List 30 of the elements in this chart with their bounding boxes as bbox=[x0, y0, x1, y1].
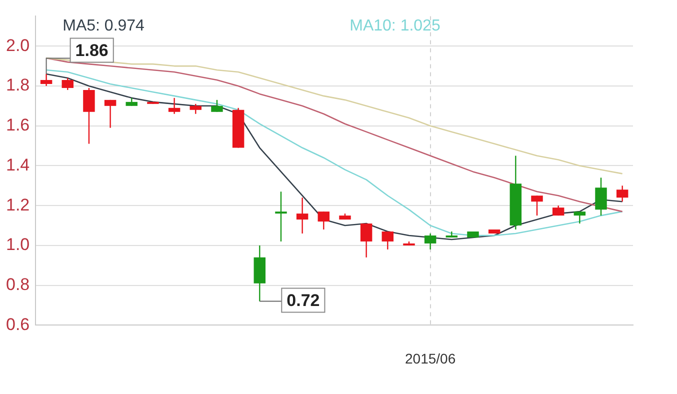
candlestick bbox=[104, 99, 116, 128]
candlestick bbox=[574, 210, 586, 224]
y-tick-label: 1.6 bbox=[6, 116, 30, 135]
candlestick bbox=[616, 185, 628, 202]
candlestick bbox=[318, 210, 330, 230]
y-tick-label: 1.8 bbox=[6, 76, 30, 95]
y-tick-label: 1.2 bbox=[6, 195, 30, 214]
text: MA5: 0.974 bbox=[62, 18, 145, 35]
candlestick bbox=[382, 230, 394, 250]
candlestick bbox=[531, 195, 543, 216]
candlestick bbox=[595, 177, 607, 216]
candlestick bbox=[360, 222, 372, 258]
candlestick bbox=[40, 73, 52, 87]
y-tick-label: 1.4 bbox=[6, 155, 30, 174]
annotation: 0.72 bbox=[286, 290, 320, 310]
annotation: 1.86 bbox=[75, 40, 108, 60]
candlestick bbox=[296, 197, 308, 234]
candlestick bbox=[62, 77, 74, 91]
candlestick bbox=[83, 87, 95, 144]
y-tick-label: 1.0 bbox=[6, 235, 30, 254]
y-tick-label: 0.8 bbox=[6, 275, 30, 294]
candlestick bbox=[275, 191, 287, 242]
candlestick bbox=[168, 97, 180, 114]
y-tick-label: 0.6 bbox=[6, 314, 30, 334]
candlestick bbox=[190, 103, 202, 114]
candlestick bbox=[424, 232, 436, 250]
y-tick-label: 2.0 bbox=[6, 36, 30, 55]
text: MA10: 1.025 bbox=[350, 18, 440, 35]
x-tick-label: 2015/06 bbox=[405, 350, 456, 366]
candlestick bbox=[211, 99, 223, 112]
